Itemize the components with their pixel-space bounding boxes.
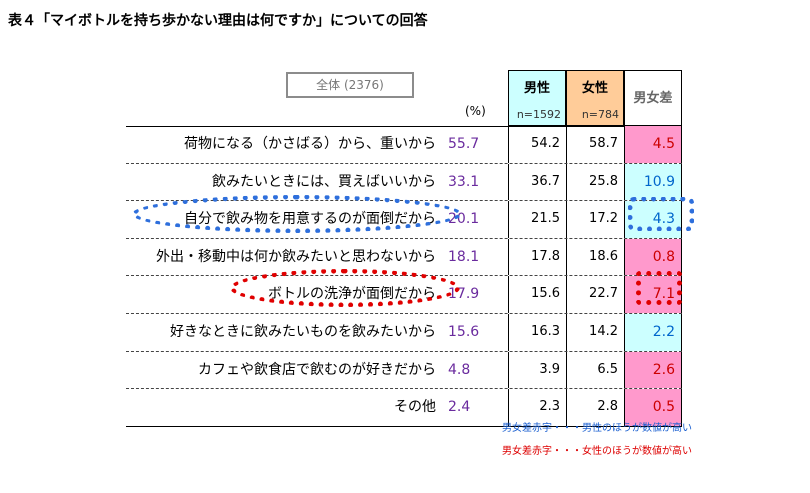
female-value: 17.2 [566,201,624,238]
total-value: 4.8 [448,361,471,378]
total-value: 33.1 [448,173,480,190]
female-value: 25.8 [566,163,624,201]
table-row: カフェや飲食店で飲むのが好きだから 4.8 3.9 6.5 2.6 [126,351,682,390]
total-value: 2.4 [448,399,471,416]
row-label: 荷物になる（かさばる）から、重いから [184,136,436,152]
red-highlight-oval [230,269,460,307]
total-value: 17.9 [448,286,480,303]
female-value: 2.8 [566,389,624,426]
total-value: 18.1 [448,248,480,265]
diff-value: 2.2 [624,313,682,351]
percent-unit-label: (%) [465,104,486,118]
diff-value: 4.5 [624,126,682,163]
male-value: 17.8 [508,238,566,276]
male-column-header: 男性 n=1592 [508,70,566,126]
male-value: 36.7 [508,163,566,201]
male-value: 21.5 [508,201,566,238]
female-column-header: 女性 n=784 [566,70,624,126]
blue-highlight-box [628,197,694,231]
table-top-border [126,126,682,127]
male-value: 15.6 [508,276,566,313]
table-row: 好きなときに飲みたいものを飲みたいから 15.6 16.3 14.2 2.2 [126,313,682,352]
female-value: 14.2 [566,313,624,351]
male-header-label: 男性 [523,81,550,96]
blue-highlight-oval [132,195,462,233]
row-label: カフェや飲食店で飲むのが好きだから [198,361,436,378]
row-label: 飲みたいときには、買えばいいから [212,173,436,190]
diff-value: 7.1 [624,276,682,313]
total-value: 20.1 [448,211,480,228]
male-sample-size: n=1592 [516,108,561,121]
legend-male-higher: 男女差赤字・・・男性のほうが数値が高い [502,423,692,434]
diff-value: 10.9 [624,163,682,201]
female-value: 22.7 [566,276,624,313]
male-value: 16.3 [508,313,566,351]
row-label: その他 [394,399,436,416]
female-sample-size: n=784 [581,108,619,121]
diff-value: 0.8 [624,238,682,276]
table-title: 表４「マイボトルを持ち歩かない理由は何ですか」についての回答 [8,13,428,29]
table-row: その他 2.4 2.3 2.8 0.5 [126,389,682,427]
male-value: 2.3 [508,389,566,426]
diff-value: 0.5 [624,389,682,426]
total-value: 55.7 [448,136,480,152]
table-row: 飲みたいときには、買えばいいから 33.1 36.7 25.8 10.9 [126,163,682,202]
diff-value: 2.6 [624,351,682,389]
row-label: 外出・移動中は何か飲みたいと思わないから [156,248,436,265]
red-highlight-box [636,271,682,305]
female-value: 18.6 [566,238,624,276]
male-value: 3.9 [508,351,566,389]
female-header-label: 女性 [581,81,608,96]
female-value: 58.7 [566,126,624,163]
female-value: 6.5 [566,351,624,389]
total-value: 15.6 [448,323,480,340]
diff-column-header: 男女差 [624,70,682,126]
row-label: 好きなときに飲みたいものを飲みたいから [170,323,436,340]
table-row: 荷物になる（かさばる）から、重いから 55.7 54.2 58.7 4.5 [126,126,682,164]
diff-value: 4.3 [624,201,682,238]
total-header-box: 全体 (2376) [286,72,414,98]
male-value: 54.2 [508,126,566,163]
legend-female-higher: 男女差赤字・・・女性のほうが数値が高い [502,446,692,457]
